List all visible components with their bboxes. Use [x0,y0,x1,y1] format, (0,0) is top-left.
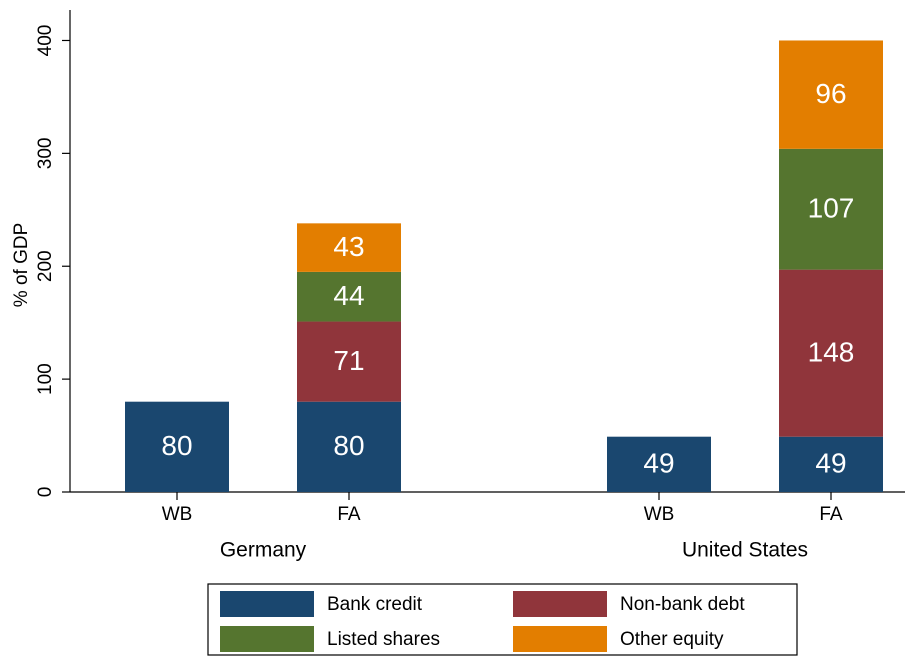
legend-swatch [220,591,314,617]
bar-segment [297,321,401,402]
y-tick-label: 100 [35,363,56,395]
value-label: 107 [808,193,855,224]
x-tick-label: WB [162,504,193,525]
bar-segment [779,40,883,149]
value-label: 80 [161,430,192,461]
legend-label: Bank credit [327,594,423,615]
bar-segment [297,223,401,272]
value-label: 43 [333,231,364,262]
group-label: United States [682,539,808,562]
y-tick-label: 0 [35,487,56,498]
bar-segment [779,148,883,270]
value-label: 49 [643,448,674,479]
value-label: 44 [333,280,364,311]
x-tick-label: WB [644,504,675,525]
legend-label: Non-bank debt [620,594,745,615]
legend-swatch [513,591,607,617]
bar-segment [297,271,401,322]
value-label: 71 [333,345,364,376]
y-tick-label: 300 [35,138,56,170]
legend-label: Other equity [620,629,724,650]
legend-swatch [513,626,607,652]
bar-segment [779,269,883,437]
value-label: 96 [815,78,846,109]
group-label: Germany [220,539,307,562]
legend-label: Listed shares [327,629,440,650]
value-label: 148 [808,337,855,368]
bar-segment [779,436,883,492]
value-label: 80 [333,430,364,461]
legend-swatch [220,626,314,652]
y-axis-title: % of GDP [11,223,32,307]
x-tick-label: FA [337,504,361,525]
x-tick-label: FA [819,504,843,525]
bar-segment [607,436,711,492]
value-label: 49 [815,448,846,479]
y-tick-label: 400 [35,25,56,57]
bar-segment [125,401,229,492]
y-tick-label: 200 [35,250,56,282]
bar-segment [297,401,401,492]
